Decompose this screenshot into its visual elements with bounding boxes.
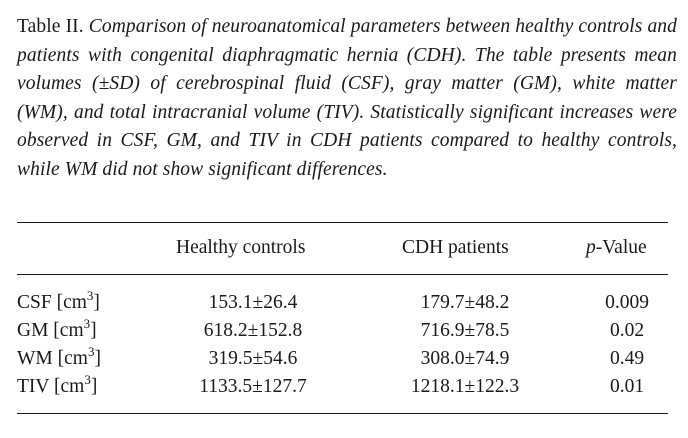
cell-gm-cdh: 716.9±78.5 [420, 320, 510, 341]
caption-text: Comparison of neuroanatomical parameters… [17, 16, 677, 180]
table-top-rule [17, 222, 668, 223]
cell-tiv-cdh: 1218.1±122.3 [410, 376, 520, 397]
header-p-italic: p [586, 237, 596, 258]
cell-tiv-healthy: 1133.5±127.7 [199, 376, 307, 397]
header-p-value: p-Value [586, 236, 647, 260]
cell-wm-cdh: 308.0±74.9 [420, 348, 510, 369]
table-header-rule [17, 274, 668, 275]
row-label-gm: GM [cm3] [17, 316, 97, 341]
row-label-tiv: TIV [cm3] [17, 372, 98, 397]
row-label-wm: WM [cm3] [17, 344, 101, 369]
cell-wm-p: 0.49 [609, 348, 645, 369]
cell-tiv-p: 0.01 [609, 376, 645, 397]
cell-gm-p: 0.02 [609, 320, 645, 341]
cell-wm-healthy: 319.5±54.6 [208, 348, 298, 369]
table-bottom-rule [17, 413, 668, 414]
cell-csf-cdh: 179.7±48.2 [420, 292, 510, 313]
header-healthy-controls: Healthy controls [176, 237, 306, 258]
header-cdh-patients: CDH patients [402, 237, 509, 258]
cell-gm-healthy: 618.2±152.8 [203, 320, 303, 341]
cell-csf-p: 0.009 [605, 292, 649, 313]
cell-csf-healthy: 153.1±26.4 [208, 292, 298, 313]
caption-label: Table II. [17, 16, 89, 37]
header-p-rest: -Value [595, 237, 647, 258]
row-label-csf: CSF [cm3] [17, 288, 100, 313]
table-caption: Table II. Comparison of neuroanatomical … [17, 13, 677, 185]
